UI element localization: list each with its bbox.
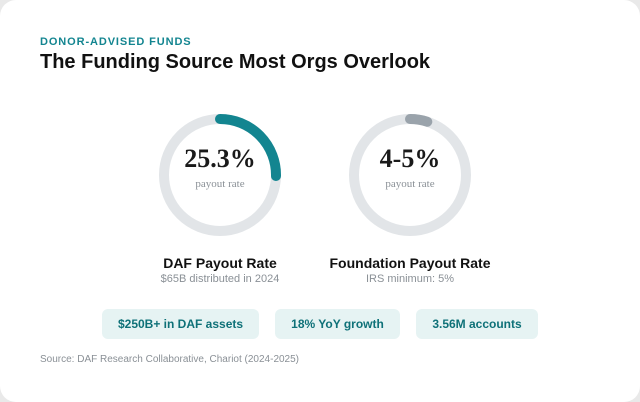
daf-gauge-unit: payout rate [195, 178, 245, 190]
stat-pill-growth: 18% YoY growth [275, 309, 400, 339]
foundation-gauge: 4-5% payout rate Foundation Payout Rate … [310, 104, 510, 294]
foundation-gauge-track [349, 114, 471, 236]
foundation-gauge-arc [405, 114, 433, 127]
foundation-gauge-note: IRS minimum: 5% [365, 273, 455, 285]
foundation-gauge-title: Foundation Payout Rate [329, 255, 491, 271]
foundation-gauge-svg [349, 114, 471, 236]
daf-gauge-value: 25.3% [184, 144, 256, 173]
daf-gauge: 25.3% payout rate DAF Payout Rate $65B d… [120, 104, 320, 294]
daf-gauge-note: $65B distributed in 2024 [160, 273, 280, 285]
page-title: The Funding Source Most Orgs Overlook [40, 51, 431, 73]
stat-pill-assets: $250B+ in DAF assets [102, 309, 259, 339]
stat-pills: $250B+ in DAF assets 18% YoY growth 3.56… [0, 309, 640, 339]
stat-pill-accounts: 3.56M accounts [416, 309, 538, 339]
daf-gauge-title: DAF Payout Rate [163, 255, 277, 271]
eyebrow-label: DONOR-ADVISED FUNDS [40, 36, 192, 48]
daf-gauge-svg [159, 114, 281, 236]
daf-gauge-arc [215, 114, 281, 182]
source-note: Source: DAF Research Collaborative, Char… [40, 354, 300, 365]
foundation-gauge-value: 4-5% [379, 144, 441, 173]
foundation-gauge-unit: payout rate [385, 178, 435, 190]
